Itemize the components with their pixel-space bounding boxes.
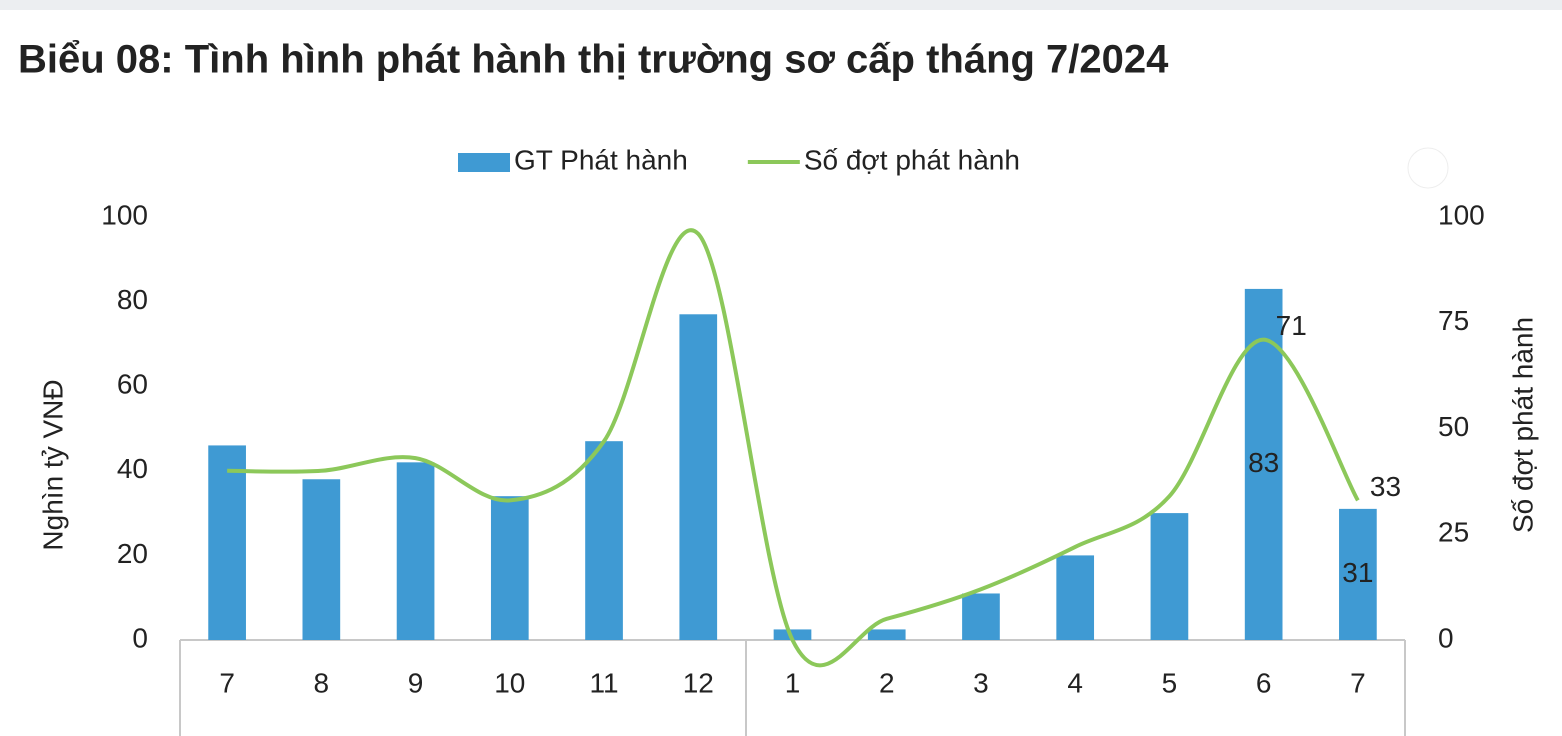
x-tick-label: 7 — [219, 667, 235, 698]
bar-value-label: 83 — [1248, 447, 1279, 478]
x-tick-label: 4 — [1067, 667, 1083, 698]
y-tick-label: 20 — [117, 538, 148, 569]
x-tick-label: 8 — [314, 667, 330, 698]
y-tick-label: 80 — [117, 284, 148, 315]
legend-swatch — [458, 153, 510, 172]
x-tick-label: 3 — [973, 667, 989, 698]
y2-tick-label: 25 — [1438, 517, 1469, 548]
bar-value-label: 31 — [1342, 557, 1373, 588]
bar — [962, 593, 1000, 640]
x-tick-label: 6 — [1256, 667, 1272, 698]
chart-title: Biểu 08: Tình hình phát hành thị trường … — [18, 38, 1169, 82]
bar — [302, 479, 341, 640]
bar — [867, 629, 906, 640]
bar — [773, 629, 812, 640]
y-tick-label: 100 — [101, 199, 148, 230]
line — [227, 228, 1360, 668]
x-tick-label: 11 — [589, 667, 618, 698]
bar — [1339, 508, 1377, 640]
y2-tick-label: 50 — [1438, 411, 1469, 442]
legend-label: GT Phát hành — [514, 144, 688, 175]
bar — [208, 445, 246, 640]
x-tick-label: 1 — [785, 667, 801, 698]
bar — [1150, 513, 1189, 640]
legend-label: Số đợt phát hành — [804, 144, 1020, 175]
y2-tick-label: 75 — [1438, 305, 1469, 336]
x-tick-label: 7 — [1350, 667, 1366, 698]
x-tick-label: 2 — [879, 667, 895, 698]
y-tick-label: 40 — [117, 453, 148, 484]
bar — [1056, 555, 1095, 640]
x-tick-label: 5 — [1162, 667, 1178, 698]
y-tick-label: 60 — [117, 369, 148, 400]
top-band — [0, 0, 1562, 10]
bar — [679, 314, 718, 640]
bar — [490, 496, 529, 640]
y2-tick-label: 0 — [1438, 622, 1454, 653]
x-tick-label: 12 — [683, 667, 714, 698]
line-value-label: 71 — [1276, 310, 1307, 341]
y2-axis-title: Số đợt phát hành — [1507, 317, 1538, 533]
y-axis-title: Nghìn tỷ VNĐ — [37, 379, 68, 550]
line-value-label: 33 — [1370, 471, 1401, 502]
bar — [585, 441, 623, 640]
y2-tick-label: 100 — [1438, 199, 1485, 230]
decoration — [1407, 147, 1449, 189]
bar — [396, 462, 435, 640]
x-tick-label: 9 — [408, 667, 424, 698]
x-tick-label: 10 — [494, 667, 525, 698]
y-tick-label: 0 — [132, 622, 148, 653]
